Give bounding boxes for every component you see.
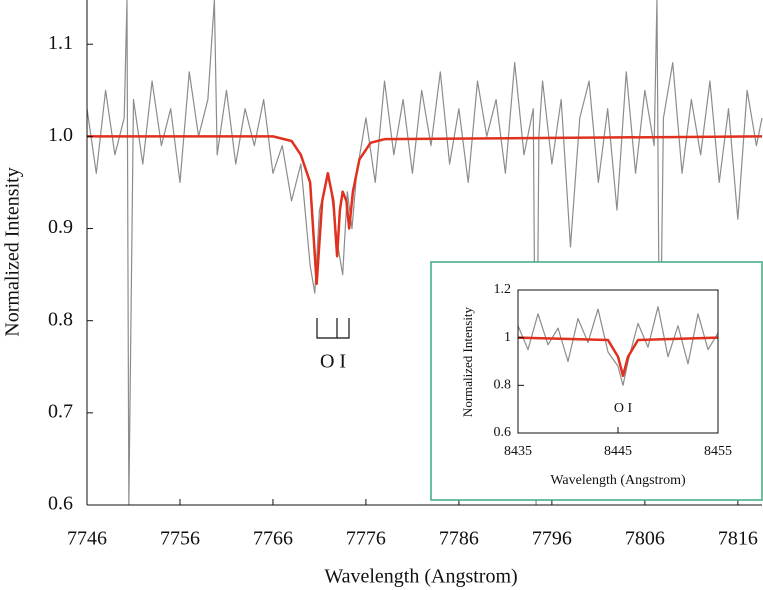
y-axis-label: Normalized Intensity xyxy=(2,167,24,336)
x-tick-label: 7796 xyxy=(532,528,572,550)
data-line xyxy=(87,0,763,505)
inset-chart: 8435 8445 8455 0.6 0.8 1 1.2 xyxy=(494,282,733,459)
y-tick-label: 0.8 xyxy=(494,378,512,393)
line-bracket xyxy=(316,318,350,339)
y-axis-label: Normalized Intensity xyxy=(460,306,475,417)
y-tick-label: 1.1 xyxy=(48,32,73,54)
x-tick-label: 7766 xyxy=(253,528,293,550)
x-tick-label: 8445 xyxy=(604,444,632,459)
x-tick-label: 7816 xyxy=(718,528,758,550)
x-tick-label: 7756 xyxy=(160,528,200,550)
x-tick-label: 7776 xyxy=(346,528,386,550)
x-tick-label: 8455 xyxy=(704,444,732,459)
y-tick-label: 0.7 xyxy=(48,400,73,422)
data-line xyxy=(518,306,718,386)
annotation: O I xyxy=(320,351,346,373)
x-tick-label: 8435 xyxy=(504,444,532,459)
data-line xyxy=(518,336,718,378)
inset-frame xyxy=(430,261,763,501)
x-axis-label: Wavelength (Angstrom) xyxy=(550,473,686,488)
annotation: O I xyxy=(614,401,633,416)
main-chart: 7746 7756 7766 7776 7786 7796 7806 7816 0.6 0.7 0.… xyxy=(48,0,763,550)
x-tick-label: 7806 xyxy=(625,528,665,550)
x-axis-label: Wavelength (Angstrom) xyxy=(324,566,517,588)
y-tick-label: 0.6 xyxy=(48,493,73,515)
y-tick-label: 1.2 xyxy=(494,282,512,297)
y-tick-label: 1 xyxy=(504,330,511,345)
x-tick-label: 7786 xyxy=(439,528,479,550)
y-tick-label: 0.8 xyxy=(48,308,73,330)
y-tick-label: 0.9 xyxy=(48,216,73,238)
y-tick-label: 0.6 xyxy=(494,425,512,440)
data-line xyxy=(87,135,763,286)
y-tick-label: 1.0 xyxy=(48,124,73,146)
x-tick-label: 7746 xyxy=(67,528,107,550)
